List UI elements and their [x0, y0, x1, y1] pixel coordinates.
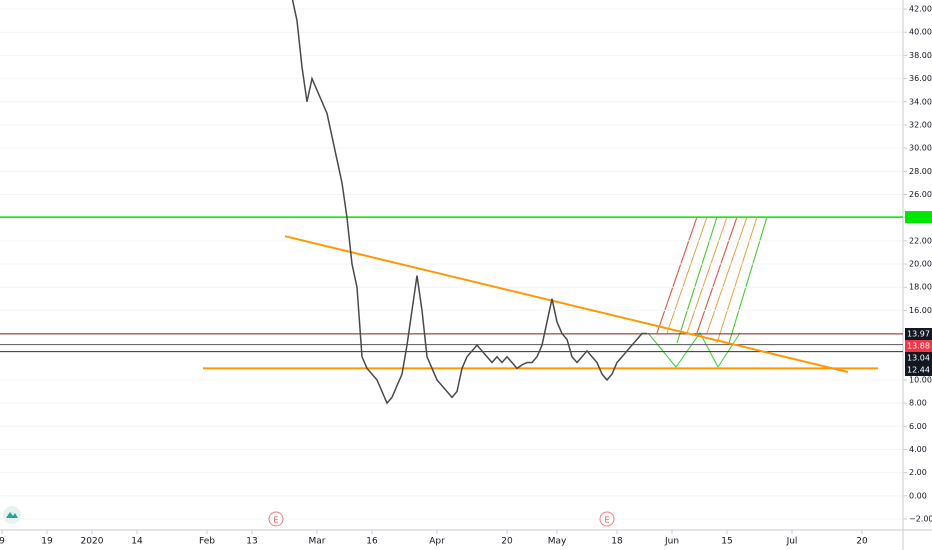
y-tick-label: 10.00 [909, 375, 932, 384]
y-tick-label: 34.00 [909, 97, 932, 106]
projection-arrows-red [656, 216, 738, 334]
trendline [284, 235, 849, 374]
y-tick-label: 0.00 [909, 491, 927, 500]
price-label: 13.04 [907, 354, 930, 363]
y-tick-label: 18.00 [909, 283, 932, 292]
x-tick-label: 18 [611, 537, 623, 547]
price-label: 12.44 [907, 366, 930, 375]
event-label: E [604, 516, 609, 525]
y-tick-label: 32.00 [909, 120, 932, 129]
x-tick-label: May [548, 537, 567, 547]
price-label: 13.88 [907, 342, 930, 351]
event-marker [599, 511, 615, 527]
y-tick-label: 2.00 [909, 468, 927, 477]
y-tick-label: −2.00 [909, 515, 932, 524]
x-tick-label: Jun [664, 537, 679, 547]
projection-zigzag [647, 332, 741, 368]
y-tick-label: 20.00 [909, 260, 932, 269]
logo-shape [6, 512, 18, 518]
event-label: E [273, 516, 278, 525]
level-label-box [905, 211, 932, 224]
x-tick-label: 20 [856, 537, 868, 547]
y-tick-label: 30.00 [909, 144, 932, 153]
y-tick-label: 22.00 [909, 236, 932, 245]
y-tick-label: 16.00 [909, 306, 932, 315]
x-tick-label: 20 [501, 537, 513, 547]
x-tick-label: 9 [0, 537, 5, 547]
projection-arrows-green [676, 216, 768, 344]
x-tick-label: 13 [246, 537, 257, 547]
y-tick-label: 8.00 [909, 399, 927, 408]
y-tick-label: 38.00 [909, 51, 932, 60]
price-label: 13.97 [907, 330, 930, 339]
y-tick-label: 4.00 [909, 445, 927, 454]
price-line [291, 0, 647, 405]
y-tick-label: 36.00 [909, 74, 932, 83]
x-tick-label: Feb [199, 537, 215, 547]
x-tick-label: 15 [721, 537, 732, 547]
price-label-box [905, 364, 932, 376]
price-label-box [905, 328, 932, 340]
event-marker [268, 511, 284, 527]
y-tick-label: 6.00 [909, 422, 927, 431]
x-tick-label: 2020 [81, 537, 104, 547]
y-tick-label: 26.00 [909, 190, 932, 199]
price-label-box [905, 352, 932, 364]
y-tick-label: 42.00 [909, 5, 932, 14]
price-label-box [905, 340, 932, 352]
projection-drawings [647, 216, 768, 368]
x-tick-label: Mar [309, 537, 326, 547]
x-tick-label: Apr [429, 537, 445, 547]
logo [3, 506, 21, 524]
x-tick-label: 14 [131, 537, 143, 547]
y-tick-label: 40.00 [909, 28, 932, 37]
x-tick-label: 19 [41, 537, 53, 547]
y-tick-label: 28.00 [909, 167, 932, 176]
x-tick-label: Jul [786, 537, 798, 547]
x-tick-label: 16 [366, 537, 378, 547]
